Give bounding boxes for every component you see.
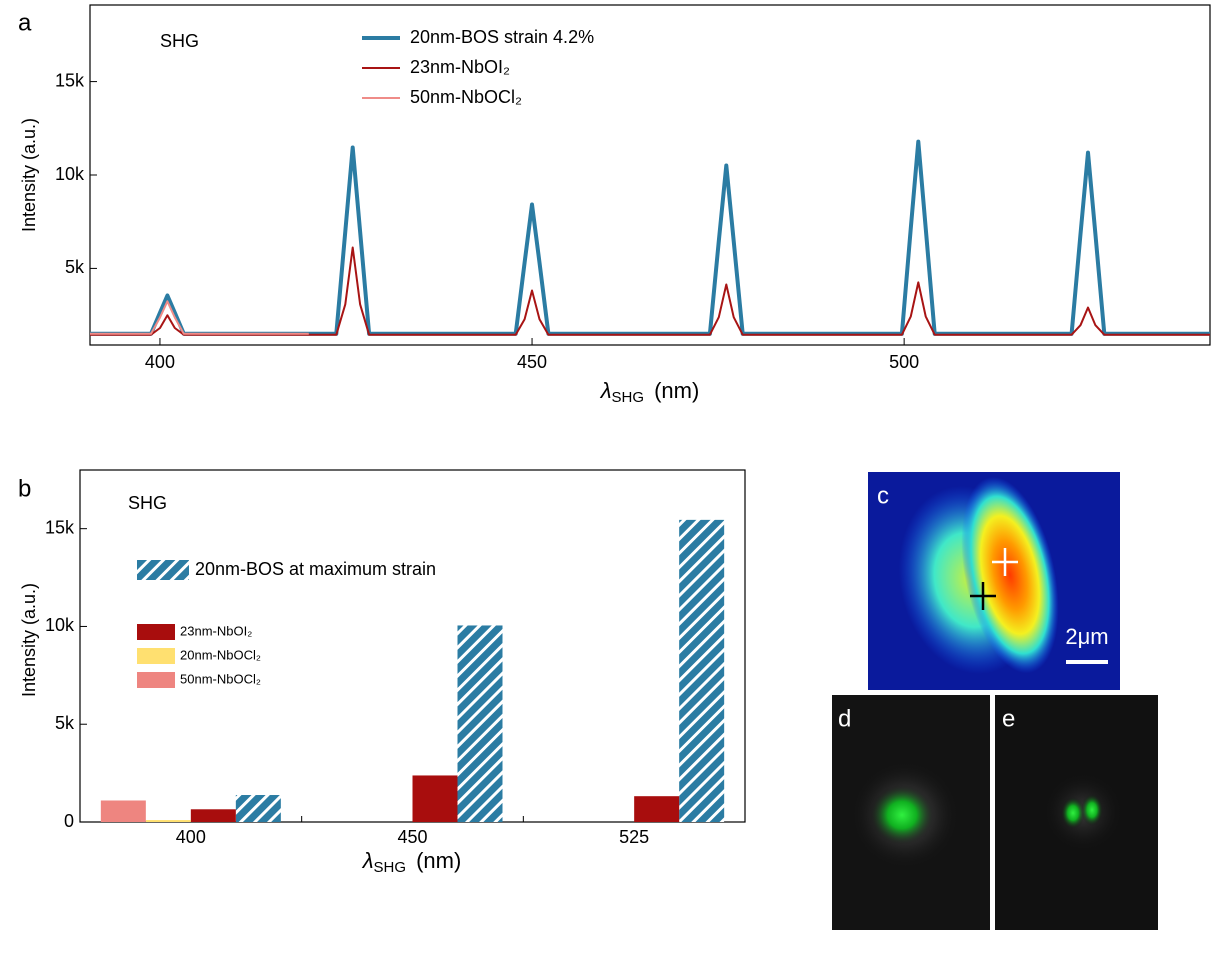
x-axis-label: λSHG (nm) bbox=[600, 378, 700, 406]
x-tick-label: 450 bbox=[517, 352, 547, 372]
x-tick-label: 450 bbox=[397, 827, 427, 847]
plot-frame bbox=[79, 469, 746, 823]
image-spot bbox=[1061, 797, 1085, 829]
bar bbox=[190, 809, 236, 822]
panel-label: d bbox=[838, 705, 851, 732]
scale-bar-label: 2μm bbox=[1065, 624, 1108, 649]
panel-label: b bbox=[18, 475, 31, 502]
image-spot bbox=[1081, 794, 1103, 826]
panel-d: d bbox=[832, 695, 990, 930]
x-tick-label: 525 bbox=[619, 827, 649, 847]
heatmap-blob bbox=[961, 476, 1059, 674]
panel-b: 0 5k 10k 15k 400 450 525 50nm-NbOCl₂ 20nm-NbOCl₂… bbox=[18, 469, 746, 876]
crosshair bbox=[970, 582, 996, 610]
panel-e: e bbox=[995, 695, 1158, 930]
legend-label: 20nm-BOS at maximum strain bbox=[195, 559, 436, 579]
x-tick-label: 400 bbox=[145, 352, 175, 372]
legend-swatch bbox=[137, 672, 175, 688]
x-axis-label-part: (nm) bbox=[654, 378, 699, 403]
x-axis-label-part: SHG bbox=[612, 389, 645, 406]
legend-swatch bbox=[137, 648, 175, 664]
panel-label: a bbox=[18, 9, 32, 36]
legend-swatch bbox=[137, 624, 175, 640]
x-axis-label-part: SHG bbox=[374, 859, 407, 876]
legend-swatch bbox=[137, 560, 189, 580]
y-tick-label: 15k bbox=[55, 70, 85, 90]
legend-label: 23nm-NbOI₂ bbox=[410, 57, 510, 77]
legend-label: 20nm-NbOCl₂ bbox=[180, 647, 261, 662]
annotation: SHG bbox=[128, 493, 167, 513]
bar bbox=[457, 625, 503, 822]
x-axis-label: λSHG (nm) bbox=[362, 848, 462, 876]
annotation: SHG bbox=[160, 31, 199, 51]
series-line bbox=[90, 246, 1210, 336]
panel-label: e bbox=[1002, 705, 1015, 732]
y-tick-label: 5k bbox=[55, 713, 75, 733]
x-tick-label: 400 bbox=[176, 827, 206, 847]
y-tick-label: 5k bbox=[65, 257, 85, 277]
legend-label: 50nm-NbOCl₂ bbox=[180, 671, 261, 686]
crosshair bbox=[992, 548, 1018, 576]
x-axis-label-part: λ bbox=[362, 848, 374, 873]
x-tick-label: 500 bbox=[889, 352, 919, 372]
y-axis-label: Intensity (a.u.) bbox=[19, 583, 39, 697]
y-tick-label: 0 bbox=[64, 811, 74, 831]
bar bbox=[145, 820, 191, 822]
x-axis-label-part: λ bbox=[600, 378, 612, 403]
legend-label: 20nm-BOS strain 4.2% bbox=[410, 27, 594, 47]
panel-c: c 2μm bbox=[868, 472, 1120, 690]
y-axis-label: Intensity (a.u.) bbox=[19, 118, 39, 232]
y-tick-label: 10k bbox=[55, 164, 85, 184]
series-line bbox=[90, 300, 309, 335]
plot-frame bbox=[89, 4, 1211, 346]
bar bbox=[634, 796, 680, 822]
bar bbox=[679, 519, 725, 822]
y-tick-label: 10k bbox=[45, 615, 75, 635]
bar bbox=[235, 795, 281, 822]
legend-label: 50nm-NbOCl₂ bbox=[410, 87, 522, 107]
x-axis-label-part: (nm) bbox=[416, 848, 461, 873]
legend-label: 23nm-NbOI₂ bbox=[180, 623, 252, 638]
panel-label: c bbox=[877, 482, 889, 509]
bar bbox=[412, 775, 458, 822]
image-spot bbox=[870, 785, 934, 845]
y-tick-label: 15k bbox=[45, 517, 75, 537]
panel-a: 400 450 500 5k 10k 15k 20nm-BOS strain 4.2% 23n… bbox=[18, 4, 1211, 406]
bar bbox=[100, 800, 146, 822]
series-line bbox=[90, 139, 1210, 336]
